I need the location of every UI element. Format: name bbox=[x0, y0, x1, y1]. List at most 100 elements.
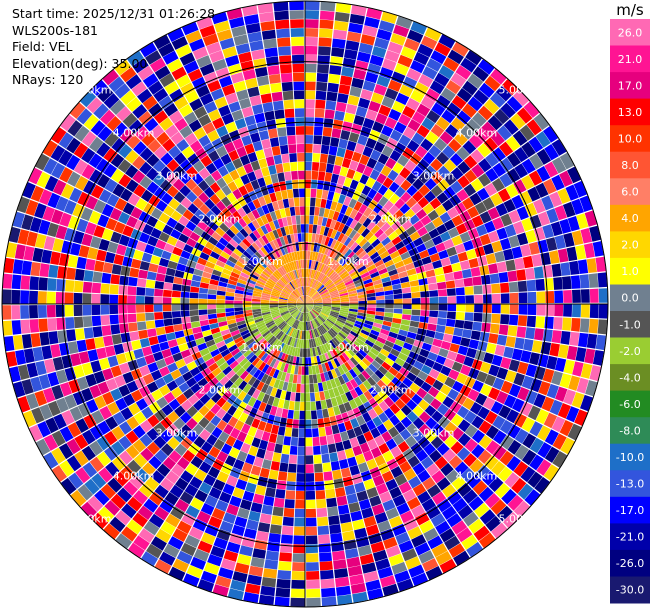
velocity-bin bbox=[229, 326, 239, 333]
colorbar-segment bbox=[610, 72, 650, 100]
velocity-bin bbox=[372, 549, 388, 562]
velocity-bin bbox=[235, 317, 245, 323]
velocity-bin bbox=[153, 88, 169, 103]
velocity-bin bbox=[368, 363, 378, 373]
velocity-bin bbox=[204, 372, 215, 383]
velocity-bin bbox=[301, 366, 305, 375]
velocity-bin bbox=[346, 31, 362, 43]
velocity-bin bbox=[243, 591, 259, 603]
velocity-bin bbox=[226, 287, 236, 293]
velocity-bin bbox=[283, 334, 289, 344]
velocity-bin bbox=[314, 252, 319, 261]
velocity-bin bbox=[474, 201, 487, 215]
velocity-bin bbox=[447, 296, 457, 304]
velocity-bin bbox=[309, 321, 314, 330]
velocity-bin bbox=[229, 16, 245, 29]
velocity-bin bbox=[148, 103, 163, 117]
velocity-bin bbox=[148, 455, 162, 470]
velocity-bin bbox=[249, 407, 258, 418]
velocity-bin bbox=[566, 345, 578, 361]
velocity-bin bbox=[139, 175, 153, 189]
velocity-bin bbox=[296, 224, 301, 234]
velocity-bin bbox=[209, 279, 219, 286]
velocity-bin bbox=[537, 354, 549, 368]
velocity-bin bbox=[411, 309, 421, 316]
velocity-bin bbox=[166, 185, 179, 198]
velocity-bin bbox=[478, 532, 496, 549]
velocity-bin bbox=[289, 307, 298, 312]
velocity-bin bbox=[362, 117, 375, 129]
velocity-bin bbox=[344, 448, 355, 459]
velocity-bin bbox=[100, 294, 110, 304]
velocity-bin bbox=[451, 335, 462, 345]
velocity-bin bbox=[375, 113, 388, 125]
velocity-bin bbox=[279, 297, 288, 301]
velocity-bin bbox=[438, 311, 447, 319]
velocity-bin bbox=[279, 236, 286, 246]
velocity-bin bbox=[355, 235, 365, 245]
velocity-bin bbox=[366, 289, 375, 294]
velocity-bin bbox=[329, 65, 342, 75]
velocity-bin bbox=[91, 410, 105, 425]
velocity-bin bbox=[169, 484, 184, 498]
velocity-bin bbox=[141, 252, 153, 263]
velocity-bin bbox=[305, 233, 309, 242]
velocity-bin bbox=[208, 284, 218, 291]
velocity-bin bbox=[336, 242, 344, 252]
velocity-bin bbox=[59, 167, 73, 183]
velocity-bin bbox=[412, 429, 424, 442]
velocity-bin bbox=[359, 154, 370, 166]
velocity-bin bbox=[84, 478, 100, 495]
velocity-bin bbox=[122, 341, 133, 353]
velocity-bin bbox=[173, 430, 186, 443]
velocity-bin bbox=[13, 335, 24, 350]
velocity-bin bbox=[299, 278, 303, 287]
velocity-bin bbox=[488, 230, 500, 243]
velocity-bin bbox=[75, 328, 85, 341]
velocity-bin bbox=[175, 240, 186, 250]
velocity-bin bbox=[104, 446, 118, 461]
velocity-bin bbox=[344, 49, 358, 60]
velocity-bin bbox=[492, 377, 505, 390]
velocity-bin bbox=[362, 80, 376, 92]
velocity-bin bbox=[159, 384, 171, 396]
velocity-bin bbox=[319, 162, 327, 172]
velocity-bin bbox=[513, 461, 529, 477]
velocity-bin bbox=[283, 235, 289, 245]
velocity-bin bbox=[464, 169, 478, 183]
velocity-bin bbox=[185, 30, 202, 44]
velocity-bin bbox=[542, 224, 554, 239]
velocity-bin bbox=[318, 207, 325, 217]
velocity-bin bbox=[450, 180, 463, 194]
velocity-bin bbox=[299, 304, 305, 311]
velocity-bin bbox=[353, 426, 363, 437]
velocity-bin bbox=[190, 286, 200, 293]
velocity-bin bbox=[500, 102, 516, 119]
velocity-bin bbox=[295, 242, 300, 252]
velocity-bin bbox=[330, 359, 338, 369]
velocity-bin bbox=[363, 380, 373, 390]
velocity-bin bbox=[138, 269, 148, 279]
velocity-bin bbox=[394, 186, 406, 198]
velocity-bin bbox=[198, 192, 210, 204]
velocity-bin bbox=[86, 97, 103, 114]
velocity-bin bbox=[309, 311, 314, 320]
colorbar: m/s 26.021.017.013.010.08.06.04.02.01.00… bbox=[610, 1, 650, 604]
velocity-bin bbox=[394, 304, 403, 309]
velocity-bin bbox=[560, 262, 571, 276]
velocity-bin bbox=[320, 1, 336, 12]
velocity-bin bbox=[302, 312, 305, 322]
velocity-bin bbox=[506, 152, 521, 168]
velocity-bin bbox=[394, 570, 411, 583]
velocity-bin bbox=[207, 344, 218, 353]
velocity-bin bbox=[305, 108, 315, 118]
velocity-bin bbox=[260, 304, 270, 307]
velocity-bin bbox=[559, 373, 572, 389]
velocity-bin bbox=[255, 320, 265, 326]
velocity-bin bbox=[355, 363, 365, 373]
velocity-bin bbox=[507, 424, 521, 439]
velocity-bin bbox=[297, 374, 302, 384]
velocity-bin bbox=[204, 524, 219, 537]
crosshair-lines bbox=[2, 1, 608, 607]
velocity-bin bbox=[143, 520, 160, 536]
